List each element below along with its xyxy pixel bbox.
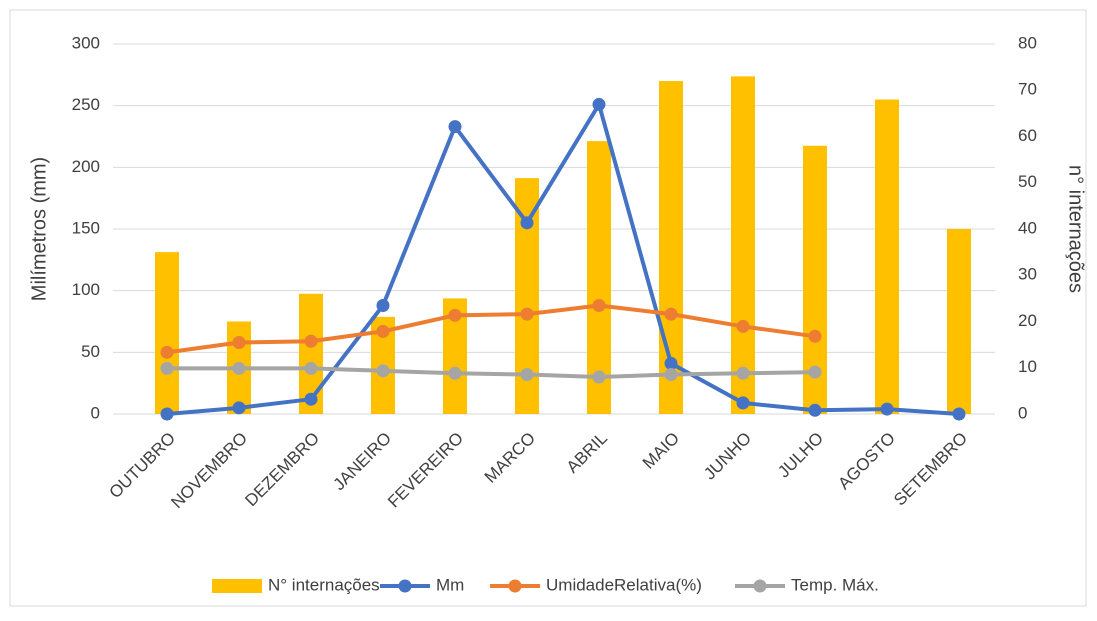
marker [448,308,462,322]
marker [592,370,606,384]
marker [808,403,822,417]
marker [520,307,534,321]
marker [448,366,462,380]
marker [736,319,750,333]
y-tick-label: 50 [81,342,100,361]
y-tick-label: 150 [72,218,100,237]
y-axis-title: Milímetros (mm) [28,157,50,301]
bar [947,229,971,414]
marker [808,365,822,379]
marker [232,401,246,415]
line [166,303,816,355]
y2-tick-label: 60 [1018,126,1037,145]
marker [808,329,822,343]
marker [376,364,390,378]
legend-swatch [753,579,767,593]
y-tick-label: 0 [91,403,100,422]
y-tick-label: 300 [72,33,100,52]
y2-tick-label: 0 [1018,403,1027,422]
marker [520,216,534,230]
legend-swatch [212,579,262,593]
marker [664,368,678,382]
marker [304,334,318,348]
legend-label: N° internações [268,575,380,594]
legend-label: Temp. Máx. [791,575,879,594]
marker [952,407,966,421]
marker [160,345,174,359]
y2-tick-label: 30 [1018,265,1037,284]
marker [736,366,750,380]
marker [160,361,174,375]
y-tick-label: 250 [72,95,100,114]
marker [592,97,606,111]
bar [155,252,179,414]
y2-tick-label: 20 [1018,311,1037,330]
marker [736,396,750,410]
bar [587,141,611,414]
chart-border [9,9,1087,607]
marker [304,392,318,406]
marker [232,335,246,349]
marker [304,361,318,375]
marker [592,298,606,312]
marker [880,402,894,416]
marker [376,298,390,312]
y2-tick-label: 40 [1018,218,1037,237]
marker [664,356,678,370]
line [167,366,816,379]
line [166,102,960,416]
y2-tick-label: 70 [1018,80,1037,99]
legend-swatch [508,579,522,593]
marker [160,407,174,421]
marker [232,361,246,375]
marker [376,324,390,338]
y-tick-label: 100 [72,280,100,299]
legend-label: UmidadeRelativa(%) [546,575,702,594]
legend-label: Mm [436,575,464,594]
y2-axis-title: n° internações [1065,165,1087,293]
bar [875,99,899,414]
y2-tick-label: 50 [1018,172,1037,191]
marker [664,307,678,321]
y2-tick-label: 10 [1018,357,1037,376]
y-tick-label: 200 [72,157,100,176]
marker [448,120,462,134]
y2-tick-label: 80 [1018,33,1037,52]
marker [520,368,534,382]
legend-swatch [398,579,412,593]
bar [731,76,755,414]
